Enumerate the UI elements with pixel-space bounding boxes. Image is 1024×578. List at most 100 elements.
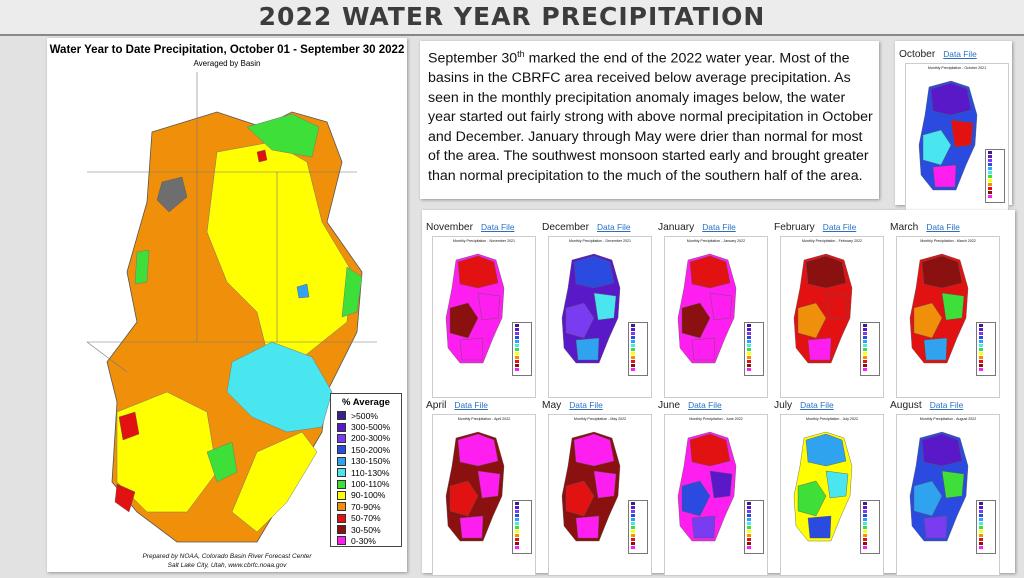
legend-swatch bbox=[337, 433, 346, 443]
mini-map-zone bbox=[593, 470, 617, 499]
mini-legend-swatch bbox=[863, 502, 867, 505]
mini-map-december: Monthly Precipitation - December 2021 bbox=[548, 236, 652, 398]
mini-map-zone bbox=[807, 515, 832, 539]
mini-map-zone bbox=[805, 433, 847, 467]
month-map-may: May Data File Monthly Precipitation - May … bbox=[542, 400, 658, 578]
map-zone-50-70-southwest bbox=[114, 483, 136, 513]
month-map-october: October Data File Monthly Precipitation - … bbox=[899, 49, 1015, 227]
mini-map-title: Monthly Precipitation - March 2022 bbox=[920, 239, 976, 243]
mini-legend-swatch bbox=[863, 518, 867, 521]
mini-legend-swatch bbox=[979, 542, 983, 545]
mini-map-zone bbox=[922, 129, 952, 166]
mini-legend-swatch bbox=[631, 324, 635, 327]
mini-legend-swatch bbox=[988, 151, 992, 154]
mini-legend-swatch bbox=[988, 155, 992, 158]
mini-legend-swatch bbox=[979, 340, 983, 343]
data-file-link-october[interactable]: Data File bbox=[943, 49, 977, 59]
legend-label: 110-130% bbox=[351, 467, 390, 478]
mini-legend-swatch bbox=[631, 506, 635, 509]
month-name: June bbox=[658, 400, 681, 411]
mini-legend-swatch bbox=[515, 518, 519, 521]
mini-map-shape bbox=[445, 431, 505, 542]
month-name: January bbox=[658, 222, 695, 233]
data-file-link-march[interactable]: Data File bbox=[926, 222, 960, 232]
map-zone-100-110-west bbox=[134, 249, 150, 285]
mini-legend-swatch bbox=[979, 518, 983, 521]
mini-legend-swatch bbox=[863, 368, 867, 371]
data-file-link-december[interactable]: Data File bbox=[597, 222, 631, 232]
mini-map-zone bbox=[709, 292, 733, 321]
data-file-link-june[interactable]: Data File bbox=[688, 400, 722, 410]
month-map-december: December Data File Monthly Precipitation -… bbox=[542, 222, 658, 400]
mini-map-zone bbox=[807, 337, 832, 361]
mini-map-zone bbox=[477, 470, 501, 499]
map-legend: % Average >500% 300-500% 200-300% 150-200% 1… bbox=[330, 393, 402, 547]
data-file-link-may[interactable]: Data File bbox=[569, 400, 603, 410]
data-file-link-august[interactable]: Data File bbox=[929, 400, 964, 410]
legend-swatch bbox=[337, 525, 346, 535]
mini-legend-swatch bbox=[863, 530, 867, 533]
mini-legend bbox=[860, 322, 880, 376]
mini-legend-swatch bbox=[515, 340, 519, 343]
month-label-november: November Data File bbox=[426, 222, 515, 233]
legend-title: % Average bbox=[342, 397, 390, 408]
data-file-link-january[interactable]: Data File bbox=[702, 222, 736, 232]
mini-legend-swatch bbox=[515, 534, 519, 537]
data-file-link-july[interactable]: Data File bbox=[800, 400, 834, 410]
mini-legend-swatch bbox=[979, 510, 983, 513]
state-line-southwest bbox=[86, 341, 128, 373]
mini-legend bbox=[512, 500, 532, 554]
mini-legend-swatch bbox=[988, 179, 992, 182]
legend-item: 130-150% bbox=[331, 456, 401, 467]
data-file-link-february[interactable]: Data File bbox=[822, 222, 857, 232]
legend-item: 110-130% bbox=[331, 467, 401, 478]
mini-map-shape bbox=[561, 431, 621, 542]
legend-item: 0-30% bbox=[331, 535, 401, 546]
mini-legend-swatch bbox=[979, 336, 983, 339]
month-name: February bbox=[774, 222, 815, 233]
legend-swatch bbox=[337, 411, 346, 421]
mini-legend-swatch bbox=[988, 187, 992, 190]
mini-legend-swatch bbox=[515, 348, 519, 351]
mini-map-zone bbox=[691, 515, 716, 539]
data-file-link-april[interactable]: Data File bbox=[454, 400, 488, 410]
mini-legend-swatch bbox=[979, 522, 983, 525]
mini-legend-swatch bbox=[979, 352, 983, 355]
mini-legend-swatch bbox=[515, 328, 519, 331]
mini-legend-swatch bbox=[515, 530, 519, 533]
mini-map-title: Monthly Precipitation - January 2022 bbox=[686, 239, 746, 243]
mini-legend-swatch bbox=[863, 328, 867, 331]
mini-map-zone bbox=[457, 433, 499, 467]
mini-legend-swatch bbox=[747, 328, 751, 331]
legend-label: >500% bbox=[351, 410, 378, 421]
mini-legend bbox=[628, 322, 648, 376]
mini-legend-swatch bbox=[988, 167, 992, 170]
map-credit-line2: Salt Lake City, Utah, www.cbrfc.noaa.gov bbox=[167, 562, 287, 569]
mini-map-shape bbox=[793, 431, 853, 542]
mini-legend-swatch bbox=[979, 332, 983, 335]
mini-map-zone bbox=[477, 292, 501, 321]
mini-legend-swatch bbox=[863, 360, 867, 363]
month-label-march: March Data File bbox=[890, 222, 960, 233]
mini-legend-swatch bbox=[515, 506, 519, 509]
mini-map-may: Monthly Precipitation - May 2022 bbox=[548, 414, 652, 576]
mini-legend-swatch bbox=[515, 502, 519, 505]
legend-label: 100-110% bbox=[351, 479, 390, 490]
map-zone-100-110-east bbox=[341, 266, 363, 318]
mini-legend-swatch bbox=[863, 344, 867, 347]
mini-legend-swatch bbox=[863, 324, 867, 327]
mini-map-zone bbox=[459, 515, 484, 539]
mini-legend-swatch bbox=[747, 352, 751, 355]
mini-legend-swatch bbox=[515, 336, 519, 339]
mini-legend bbox=[744, 322, 764, 376]
mini-legend-swatch bbox=[863, 336, 867, 339]
mini-map-april: Monthly Precipitation - April 2022 bbox=[432, 414, 536, 576]
title-bar: 2022 WATER YEAR PRECIPITATION bbox=[0, 0, 1024, 36]
legend-swatch bbox=[337, 536, 346, 546]
mini-map-october: Monthly Precipitation - October 2021 bbox=[905, 63, 1009, 225]
mini-legend-swatch bbox=[631, 534, 635, 537]
data-file-link-november[interactable]: Data File bbox=[481, 222, 515, 232]
month-map-february: February Data File Monthly Precipitation -… bbox=[774, 222, 890, 400]
map-zone-100-110-north bbox=[246, 113, 320, 158]
map-subtitle: Averaged by Basin bbox=[193, 59, 261, 68]
